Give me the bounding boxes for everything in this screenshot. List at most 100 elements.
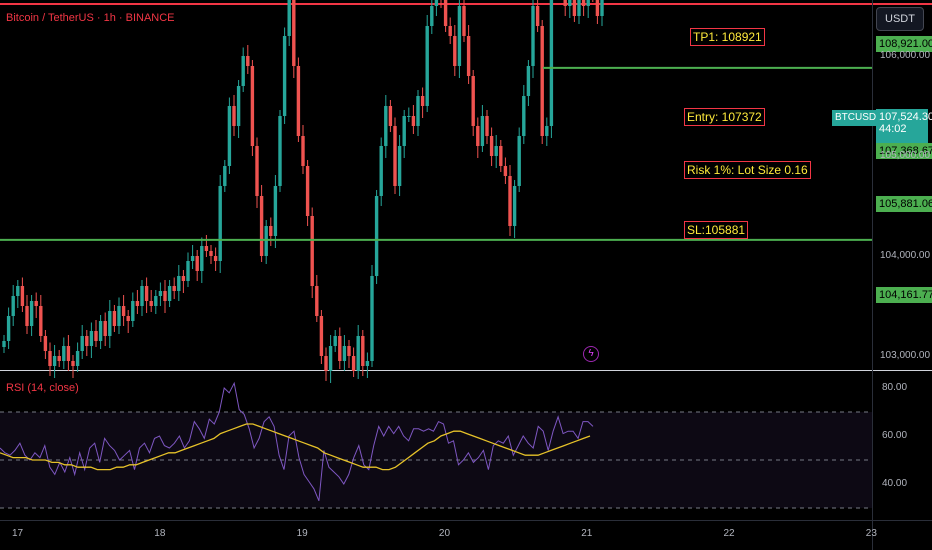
top-accent-line: [0, 3, 932, 5]
candle-body: [200, 246, 204, 271]
candle-body: [476, 126, 480, 146]
candle-body: [535, 6, 540, 26]
candle-body: [581, 0, 586, 6]
candle-body: [416, 96, 420, 126]
candle-body: [292, 0, 296, 66]
candle-body: [126, 316, 130, 321]
candle-body: [246, 56, 250, 66]
candle-body: [494, 146, 498, 156]
candle-body: [600, 0, 604, 16]
candle-body: [25, 306, 29, 326]
candle-body: [227, 106, 232, 166]
candle-body: [52, 356, 57, 366]
candle-body: [508, 176, 512, 226]
candle-body: [186, 261, 190, 281]
time-axis-tick: 18: [154, 528, 166, 539]
candle-body: [531, 6, 535, 66]
candle-body: [512, 186, 517, 226]
candle-body: [172, 286, 176, 291]
candle-body: [218, 186, 222, 261]
candle-body: [517, 136, 521, 186]
candle-body: [324, 356, 328, 371]
candle-body: [66, 346, 71, 361]
candle-body: [255, 146, 259, 196]
candle-body: [545, 126, 549, 136]
time-axis-tick: 23: [865, 528, 877, 539]
candle-body: [328, 346, 333, 371]
candle-body: [177, 276, 181, 291]
candle-body: [29, 301, 34, 326]
candle-body: [149, 301, 153, 306]
candle-body: [586, 0, 590, 6]
candle-body: [384, 106, 388, 146]
price-axis-tick: 104,000.00: [880, 250, 931, 261]
candle-body: [108, 311, 112, 336]
candle-body: [374, 196, 379, 276]
candle-body: [351, 356, 356, 371]
candle-body: [144, 286, 149, 301]
time-axis-tick: 22: [723, 528, 735, 539]
candle-body: [190, 256, 195, 261]
candle-body: [112, 311, 117, 326]
candle-body: [103, 321, 107, 336]
candle-body: [269, 226, 273, 236]
candle-body: [471, 76, 475, 126]
candle-body: [213, 256, 218, 261]
candle-body: [572, 0, 577, 16]
candle-body: [370, 276, 374, 361]
price-axis-tick: 103,000.00: [880, 350, 931, 361]
candle-body: [402, 116, 406, 146]
candle-body: [342, 346, 347, 361]
candle-body: [75, 351, 80, 366]
candle-body: [425, 26, 429, 106]
candle-body: [154, 296, 158, 306]
candle-body: [117, 306, 121, 326]
lightning-bolt-icon[interactable]: ϟ: [583, 346, 599, 362]
tp1-price-label: 108,921.00: [876, 36, 932, 52]
candle-body: [85, 336, 89, 346]
candle-body: [333, 336, 337, 346]
rsi-axis-tick: 80.00: [882, 382, 908, 393]
candle-body: [20, 286, 25, 306]
candle-body: [282, 36, 287, 116]
candle-body: [296, 66, 301, 136]
candle-body: [250, 66, 255, 146]
candle-body: [278, 116, 282, 186]
countdown-value: 44:02: [879, 123, 907, 135]
candle-body: [347, 346, 351, 356]
symbol-price-label: BTCUSDT: [832, 110, 886, 126]
candle-body: [98, 321, 103, 341]
candle-body: [443, 0, 448, 26]
candle-body: [540, 26, 544, 136]
candle-body: [236, 86, 241, 126]
candle-body: [420, 96, 425, 106]
candle-body: [34, 301, 38, 306]
time-axis-tick: 19: [296, 528, 308, 539]
candle-body: [315, 286, 319, 316]
time-axis-tick: 20: [438, 528, 451, 539]
candle-body: [241, 56, 245, 86]
currency-button[interactable]: USDT: [876, 7, 924, 31]
candle-body: [209, 251, 213, 256]
chart-title: Bitcoin / TetherUS · 1h · BINANCE: [6, 12, 175, 24]
sl-annotation: SL:105881: [684, 221, 749, 239]
candle-body: [135, 301, 140, 306]
support-price-label: 104,161.77: [876, 287, 932, 303]
candle-body: [305, 166, 310, 216]
candle-body: [365, 361, 370, 366]
candle-body: [393, 126, 397, 186]
candle-body: [301, 136, 305, 166]
candle-body: [181, 276, 186, 281]
candle-body: [457, 6, 462, 66]
candle-body: [62, 346, 66, 361]
candle-body: [11, 296, 15, 316]
candle-body: [57, 356, 61, 361]
candle-body: [462, 6, 466, 36]
candle-body: [361, 336, 365, 366]
candle-body: [71, 361, 75, 366]
candle-body: [522, 96, 526, 136]
rsi-axis-tick: 60.00: [882, 430, 908, 441]
candle-body: [388, 106, 393, 126]
candle-body: [80, 336, 84, 351]
